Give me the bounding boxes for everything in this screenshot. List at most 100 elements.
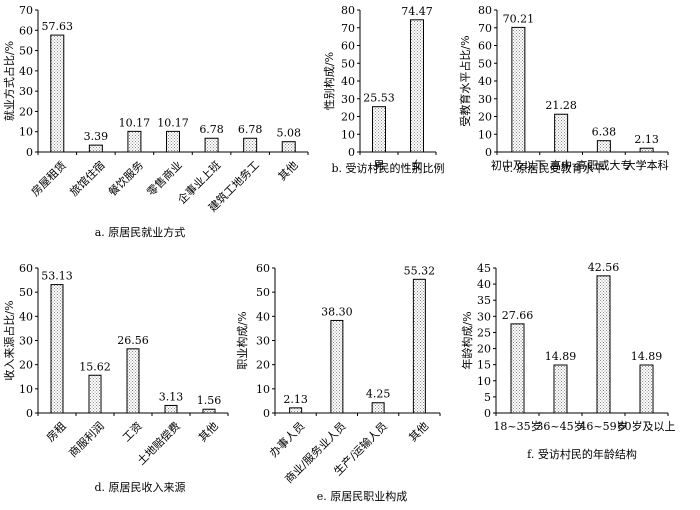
x-tick-label: 其他 — [406, 420, 431, 445]
chart-caption: b. 受访村民的性别比例 — [331, 161, 444, 175]
y-tick-label: 15 — [477, 359, 491, 372]
y-tick-label: 70 — [341, 22, 355, 35]
bar-e-2 — [371, 402, 385, 414]
bar-f-3 — [639, 364, 654, 414]
y-tick-label: 40 — [477, 278, 491, 291]
data-label: 27.66 — [502, 309, 534, 322]
x-tick-label: 商服利润 — [66, 419, 107, 460]
y-tick-label: 40 — [256, 310, 270, 323]
data-label: 74.47 — [401, 5, 433, 18]
y-tick-label: 40 — [341, 75, 355, 88]
y-tick-label: 10 — [19, 383, 33, 396]
x-tick-label: 房租 — [44, 420, 69, 445]
data-label: 3.13 — [159, 390, 184, 403]
bar-a-2 — [127, 130, 142, 153]
data-label: 42.56 — [588, 261, 620, 274]
chart-caption: d. 原居民收入来源 — [94, 480, 185, 494]
chart-caption: c. 原居民受教育水平 — [503, 161, 604, 175]
data-label: 10.17 — [157, 116, 189, 129]
bar-a-0 — [50, 34, 65, 153]
data-label: 2.13 — [634, 133, 659, 146]
data-label: 6.38 — [592, 126, 617, 139]
y-axis-label: 职业构成/% — [235, 311, 249, 369]
x-tick-label: 办事人员 — [267, 420, 307, 460]
x-tick-label: 高职或大专 — [576, 158, 631, 172]
bar-c-2 — [596, 140, 611, 153]
y-tick-label: 0 — [263, 407, 270, 420]
chart-caption: f. 受访村民的年龄结构 — [527, 447, 637, 461]
y-tick-label: 10 — [19, 126, 33, 139]
y-tick-label: 50 — [478, 57, 492, 70]
y-tick-label: 10 — [256, 383, 270, 396]
x-tick-label: 其他 — [196, 420, 221, 445]
bar-d-2 — [126, 348, 140, 414]
bar-a-1 — [88, 144, 103, 153]
y-tick-label: 80 — [478, 4, 492, 17]
bar-e-1 — [330, 319, 344, 414]
x-tick-label: 工资 — [120, 420, 145, 445]
chart-c: 0 10 20 30 40 50 60 70 80 70.21 初中及以下 21.28 高中 6.38 高职… — [458, 4, 669, 175]
bar-f-2 — [596, 275, 611, 414]
y-tick-label: 35 — [477, 294, 491, 307]
y-tick-label: 60 — [19, 24, 33, 37]
y-tick-label: 10 — [478, 128, 492, 141]
data-label: 53.13 — [41, 270, 73, 283]
bar-e-3 — [412, 278, 426, 414]
y-tick-label: 20 — [19, 359, 33, 372]
y-tick-label: 40 — [19, 65, 33, 78]
y-axis-label: 就业方式占比/% — [2, 41, 16, 121]
bar-b-0 — [372, 106, 386, 153]
data-label: 70.21 — [503, 12, 535, 25]
bar-f-0 — [510, 323, 525, 414]
y-tick-label: 30 — [256, 335, 270, 348]
y-tick-label: 10 — [477, 375, 491, 388]
data-label: 55.32 — [404, 264, 436, 277]
data-label: 38.30 — [321, 305, 353, 318]
charts-group: 01020304050607057.63房屋租赁3.39旅馆住宿10.17餐饮服… — [2, 4, 676, 503]
y-tick-label: 0 — [484, 407, 491, 420]
y-tick-label: 40 — [19, 310, 33, 323]
data-label: 14.89 — [545, 350, 577, 363]
y-tick-label: 20 — [341, 111, 355, 124]
chart-e: 01020304050602.13办事人员38.30商业/服务业人员4.25生产… — [235, 262, 441, 503]
y-tick-label: 60 — [478, 40, 492, 53]
x-tick-label: 女 — [412, 158, 423, 172]
data-label: 6.78 — [199, 123, 224, 136]
y-tick-label: 0 — [348, 146, 355, 159]
bar-c-3 — [639, 147, 654, 153]
data-label: 5.08 — [276, 127, 301, 140]
bar-f-1 — [553, 364, 568, 414]
bar-b-1 — [410, 19, 424, 153]
y-tick-label: 50 — [19, 286, 33, 299]
data-label: 6.78 — [238, 123, 263, 136]
data-label: 10.17 — [119, 116, 151, 129]
y-tick-label: 30 — [478, 93, 492, 106]
y-axis-label: 受教育水平占比/% — [458, 35, 472, 126]
data-label: 14.89 — [631, 350, 663, 363]
chart-caption: a. 原居民就业方式 — [95, 225, 186, 239]
data-label: 3.39 — [84, 130, 109, 143]
data-label: 1.56 — [197, 394, 222, 407]
y-tick-label: 40 — [478, 75, 492, 88]
y-tick-label: 30 — [477, 310, 491, 323]
y-tick-label: 80 — [341, 4, 355, 17]
data-label: 21.28 — [545, 99, 577, 112]
y-tick-label: 50 — [256, 286, 270, 299]
y-tick-label: 50 — [19, 45, 33, 58]
x-tick-label: 大学本科 — [625, 158, 669, 172]
y-tick-label: 20 — [19, 105, 33, 118]
data-label: 4.25 — [366, 388, 391, 401]
x-tick-label: 餐饮服务 — [105, 158, 146, 199]
y-tick-label: 5 — [484, 391, 491, 404]
y-tick-label: 60 — [256, 262, 270, 275]
bar-d-1 — [88, 374, 102, 414]
x-tick-label: 36~45岁 — [536, 419, 584, 433]
chart-a: 0 10 20 30 40 50 60 70 57.63 房屋租赁 3.39 旅馆住宿 10.17 餐饮服… — [2, 4, 309, 239]
y-tick-label: 45 — [477, 262, 491, 275]
y-axis-label: 性别构成/% — [322, 52, 336, 110]
y-tick-label: 0 — [26, 146, 33, 159]
y-axis-label: 收入来源占比/% — [2, 300, 16, 380]
y-tick-label: 0 — [26, 407, 33, 420]
x-tick-label: 其他 — [276, 159, 301, 184]
